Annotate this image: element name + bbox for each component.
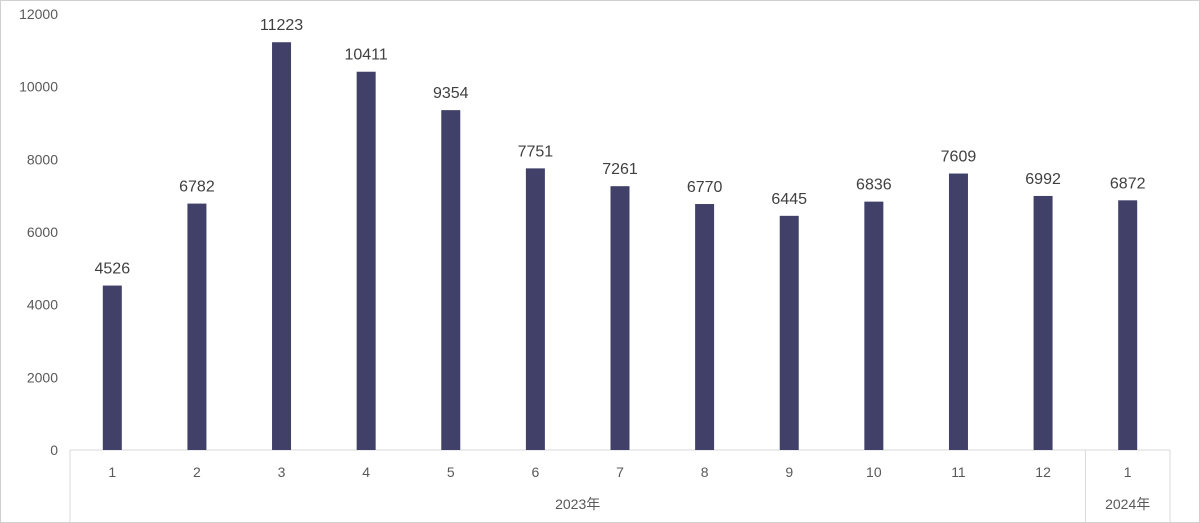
- data-label: 6445: [771, 191, 807, 208]
- y-tick-label: 12000: [19, 6, 58, 22]
- x-tick-label: 5: [447, 464, 455, 480]
- bar: [1033, 195, 1053, 450]
- x-tick-label: 1: [1124, 464, 1132, 480]
- bar: [1118, 200, 1138, 450]
- data-label: 9354: [433, 85, 469, 102]
- bar: [102, 285, 122, 450]
- y-tick-label: 2000: [27, 369, 58, 385]
- bar: [272, 42, 292, 451]
- bar: [864, 201, 884, 450]
- bar: [356, 71, 376, 450]
- data-label: 6872: [1110, 175, 1146, 192]
- data-label: 10411: [344, 47, 387, 64]
- group-label: 2023年: [555, 496, 600, 512]
- y-tick-label: 10000: [19, 79, 58, 95]
- x-tick-label: 3: [278, 464, 286, 480]
- y-tick-label: 0: [50, 442, 58, 458]
- y-tick-label: 8000: [27, 151, 58, 167]
- data-label: 11223: [260, 17, 303, 34]
- bar: [695, 204, 715, 450]
- data-label: 7751: [518, 143, 554, 160]
- x-tick-label: 11: [951, 464, 966, 480]
- bar: [779, 215, 799, 450]
- bar: [441, 110, 461, 450]
- bar: [610, 186, 630, 451]
- x-tick-label: 4: [362, 464, 370, 480]
- data-label: 4526: [95, 261, 131, 278]
- data-label: 6782: [179, 179, 215, 196]
- bar: [948, 173, 968, 450]
- bar: [187, 203, 207, 450]
- data-label: 6770: [687, 179, 723, 196]
- data-label: 6836: [856, 177, 892, 194]
- data-label: 7261: [602, 161, 638, 178]
- x-tick-label: 1: [108, 464, 116, 480]
- y-tick-label: 6000: [27, 224, 58, 240]
- y-tick-label: 4000: [27, 297, 58, 313]
- group-label: 2024年: [1105, 496, 1150, 512]
- x-tick-label: 2: [193, 464, 201, 480]
- x-tick-label: 12: [1035, 464, 1051, 480]
- data-label: 6992: [1025, 171, 1061, 188]
- x-tick-label: 6: [531, 464, 539, 480]
- x-tick-label: 9: [785, 464, 793, 480]
- bar: [525, 168, 545, 450]
- x-tick-label: 7: [616, 464, 624, 480]
- x-tick-label: 8: [701, 464, 709, 480]
- x-tick-label: 10: [866, 464, 882, 480]
- data-label: 7609: [941, 149, 977, 166]
